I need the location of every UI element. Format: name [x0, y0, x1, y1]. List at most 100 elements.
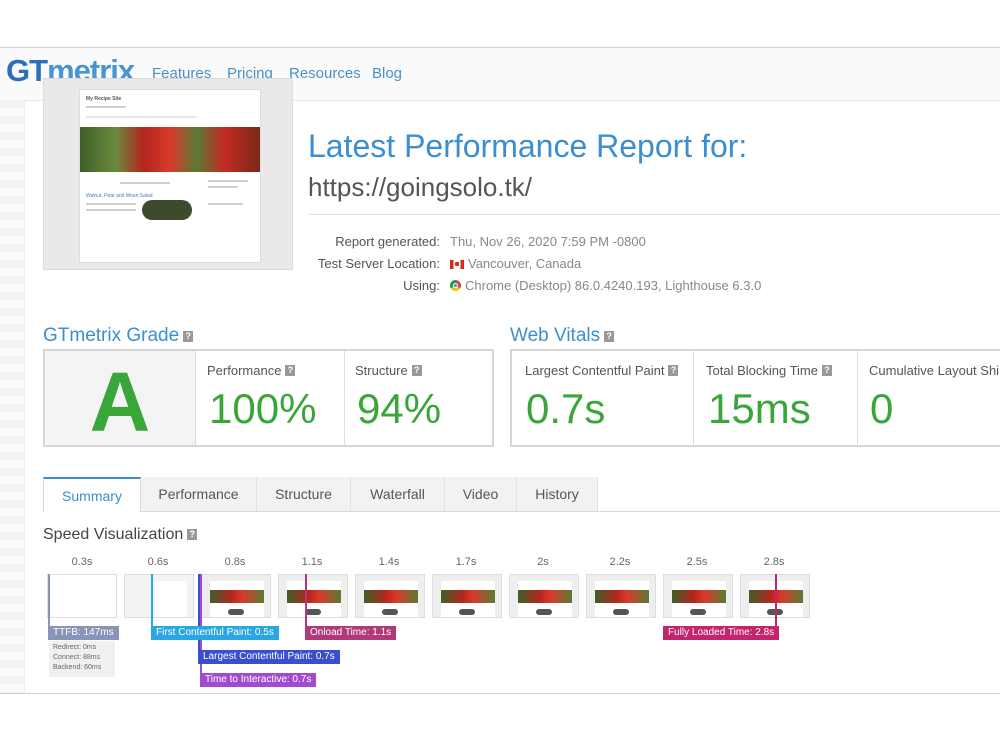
canada-flag-icon — [450, 260, 464, 269]
frame-mini-hero — [518, 590, 572, 603]
frame-mini-food — [382, 609, 398, 615]
frame-mini-food — [459, 609, 475, 615]
tti-tag: Time to Interactive: 0.7s — [200, 673, 317, 687]
frame-mini-hero — [441, 590, 495, 603]
ttfb-breakdown: Redirect: 0ms Connect: 88ms Backend: 60m… — [49, 641, 115, 677]
frame-mini-page — [364, 581, 418, 617]
nav-pricing[interactable]: Pricing — [227, 65, 273, 82]
time-label: 0.8s — [224, 556, 246, 568]
fcp-tag: First Contentful Paint: 0.5s — [151, 626, 279, 640]
ttfb-backend: Backend: 60ms — [53, 664, 102, 671]
tab-structure[interactable]: Structure — [257, 477, 351, 511]
structure-value: 94% — [357, 385, 442, 432]
meta-using: Chrome (Desktop) 86.0.4240.193, Lighthou… — [450, 278, 761, 293]
grade-box: A Performance? 100% Structure? 94% — [43, 349, 494, 449]
filmstrip-frame[interactable] — [355, 574, 425, 618]
cls-value: 0 — [870, 385, 894, 432]
web-vitals-box: Largest Contentful Paint? 0.7s Total Blo… — [510, 349, 1000, 447]
meta-value-generated: Thu, Nov 26, 2020 7:59 PM -0800 — [450, 234, 646, 249]
speed-title-text: Speed Visualization — [43, 526, 184, 543]
help-icon[interactable]: ? — [668, 365, 679, 376]
thumbnail-post-title: Walnut, Pear and Moon Salad — [86, 193, 153, 199]
meta-label-location: Test Server Location: — [317, 256, 440, 271]
divider — [344, 351, 345, 445]
filmstrip-frame[interactable] — [586, 574, 656, 618]
help-icon[interactable]: ? — [187, 529, 198, 540]
thumbnail-line — [86, 116, 196, 118]
grade-title-text: GTmetrix Grade — [43, 325, 180, 346]
grade-letter: A — [89, 355, 151, 449]
lcp-tag: Largest Contentful Paint: 0.7s — [198, 650, 340, 664]
time-label: 2s — [537, 556, 549, 568]
tbt-label-text: Total Blocking Time — [706, 363, 818, 378]
frame-mini-food — [536, 609, 552, 615]
left-decorative-strip — [0, 100, 25, 693]
thumbnail-hero-image — [80, 127, 260, 172]
cls-label: Cumulative Layout Shi — [869, 363, 1000, 378]
frame-mini-hero — [595, 590, 649, 603]
frame-mini-page — [672, 581, 726, 617]
performance-label-text: Performance — [207, 363, 282, 378]
filmstrip-frame-blank[interactable] — [47, 574, 117, 618]
time-label: 1.7s — [455, 556, 477, 568]
frame-mini-page — [518, 581, 572, 617]
frame-mini-hero — [364, 590, 418, 603]
divider — [857, 351, 858, 445]
thumbnail-food-image — [142, 200, 192, 220]
meta-label-using: Using: — [403, 278, 440, 293]
report-url[interactable]: https://goingsolo.tk/ — [308, 172, 533, 202]
nav-features[interactable]: Features — [152, 65, 212, 82]
filmstrip-frame[interactable] — [432, 574, 502, 618]
speed-visualization-title: Speed Visualization? — [43, 526, 198, 544]
tab-video[interactable]: Video — [445, 477, 517, 511]
filmstrip-frame[interactable] — [278, 574, 348, 618]
divider — [308, 214, 1000, 215]
time-label: 0.6s — [147, 556, 169, 568]
page-screenshot-thumbnail[interactable]: My Recipe Site Walnut, Pear and Moon Sal… — [43, 78, 293, 270]
frame-mini-page — [210, 581, 264, 617]
help-icon[interactable]: ? — [411, 365, 422, 376]
tab-performance[interactable]: Performance — [141, 477, 257, 511]
meta-value-using: Chrome (Desktop) 86.0.4240.193, Lighthou… — [465, 278, 762, 293]
structure-label: Structure? — [355, 363, 422, 378]
onload-tag: Onload Time: 1.1s — [305, 626, 397, 640]
nav-blog[interactable]: Blog — [372, 65, 403, 82]
lcp-marker-line — [198, 574, 200, 650]
thumbnail-line — [86, 106, 126, 108]
thumbnail-line — [208, 186, 238, 188]
lcp-label-text: Largest Contentful Paint — [525, 363, 665, 378]
time-label: 2.8s — [763, 556, 785, 568]
filmstrip-frame[interactable] — [663, 574, 733, 618]
tbt-value: 15ms — [708, 385, 811, 432]
time-label: 2.2s — [609, 556, 631, 568]
structure-label-text: Structure — [355, 363, 408, 378]
thumbnail-line — [208, 203, 243, 205]
filmstrip-frame[interactable] — [509, 574, 579, 618]
help-icon[interactable]: ? — [183, 331, 194, 342]
tti-marker-line — [200, 574, 202, 674]
help-icon[interactable]: ? — [285, 365, 296, 376]
ttfb-tag: TTFB: 147ms — [48, 626, 119, 640]
tab-summary[interactable]: Summary — [43, 477, 141, 512]
onload-marker-line — [305, 574, 307, 626]
tab-waterfall[interactable]: Waterfall — [351, 477, 445, 511]
meta-label-generated: Report generated: — [335, 234, 440, 249]
vitals-title-text: Web Vitals — [510, 325, 601, 346]
tab-history[interactable]: History — [517, 477, 598, 511]
help-icon[interactable]: ? — [604, 331, 615, 342]
nav-resources[interactable]: Resources — [289, 65, 361, 82]
thumbnail-line — [86, 203, 136, 205]
filmstrip-frame-blank[interactable] — [124, 574, 194, 618]
grade-letter-cell: A — [45, 351, 195, 449]
frame-mini-page — [595, 581, 649, 617]
thumbnail-line — [120, 182, 170, 184]
web-vitals-title: Web Vitals? — [510, 325, 615, 347]
logo-gt: GT — [6, 53, 48, 88]
frame-mini-page — [441, 581, 495, 617]
help-icon[interactable]: ? — [822, 365, 832, 376]
time-label: 1.1s — [301, 556, 323, 568]
thumbnail-line — [86, 209, 136, 211]
lcp-value: 0.7s — [526, 385, 606, 432]
fully-loaded-tag: Fully Loaded Time: 2.8s — [663, 626, 780, 640]
filmstrip-frame[interactable] — [201, 574, 271, 618]
